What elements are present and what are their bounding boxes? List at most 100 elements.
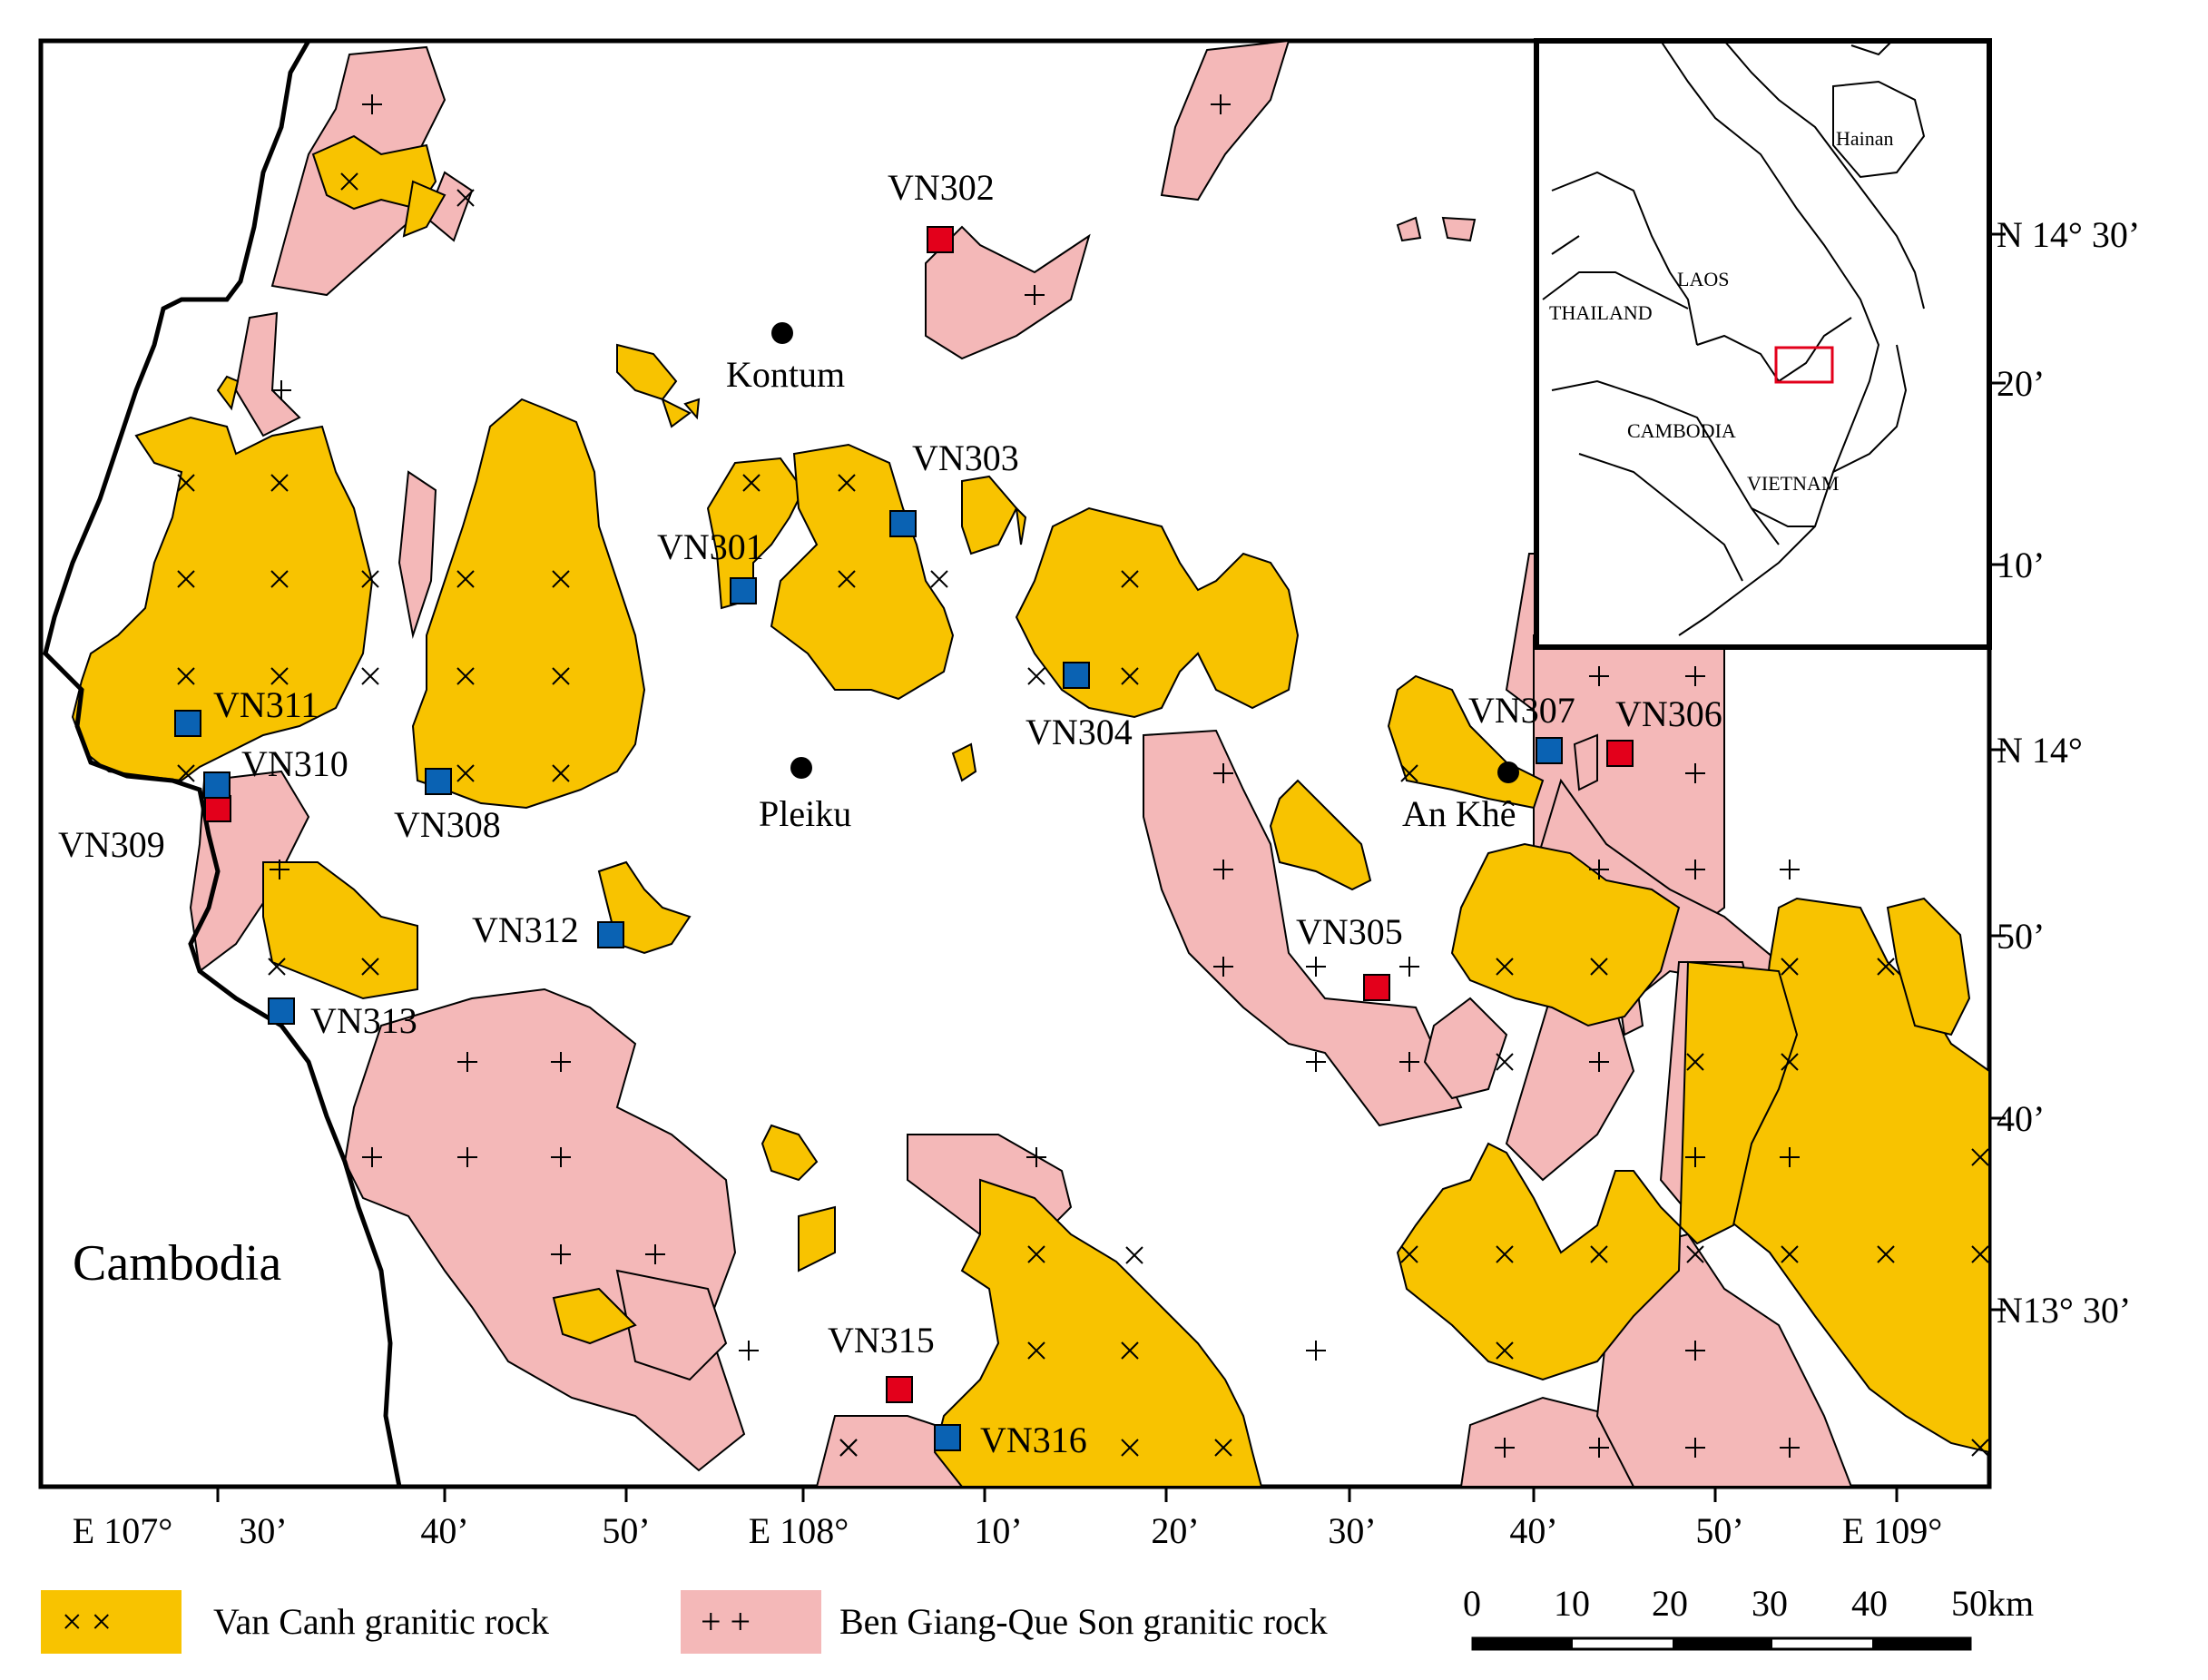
van-canh-symbol <box>268 958 286 976</box>
ben-giang-symbol <box>1589 1052 1609 1072</box>
legend-symbol-van-canh: × × <box>62 1601 112 1642</box>
inset-label-thailand: THAILAND <box>1549 301 1653 324</box>
lon-tick-label: 20’ <box>1151 1510 1199 1551</box>
sample-marker-vn302 <box>927 226 954 253</box>
ben-giang-symbol <box>457 1147 477 1167</box>
van-canh-symbol <box>1121 570 1139 588</box>
ben-giang-symbol <box>1399 957 1419 977</box>
van-canh-symbol <box>1590 958 1608 976</box>
lon-tick-label: 10’ <box>974 1510 1022 1551</box>
sample-markers: VN301 VN302 VN303 VN304 VN305 VN306 VN30… <box>58 167 1722 1460</box>
inset-map: Hainan THAILAND LAOS CAMBODIA VIETNAM <box>1534 38 1992 650</box>
lon-tick-label: E 107° <box>73 1510 172 1551</box>
van-canh-symbol <box>1590 1245 1608 1263</box>
town-marker-kontum <box>771 322 793 344</box>
van-canh-symbol <box>1125 1246 1143 1264</box>
ben-giang-symbol <box>739 1341 759 1361</box>
scale-label-40: 40 <box>1851 1583 1888 1624</box>
lon-tick-label: 30’ <box>1328 1510 1376 1551</box>
van-canh-symbol <box>1027 1245 1045 1263</box>
van-canh-symbol <box>1496 958 1514 976</box>
van-canh-symbol <box>340 172 358 191</box>
sample-marker-vn305 <box>1363 974 1390 1001</box>
van-canh-symbol <box>361 570 379 588</box>
sample-label-vn304: VN304 <box>1025 712 1133 752</box>
van-canh-symbol <box>1971 1439 1989 1457</box>
van-canh-symbol <box>270 570 289 588</box>
ben-giang-symbol <box>1685 666 1705 686</box>
van-canh-symbol <box>1496 1053 1514 1071</box>
ben-giang-symbol <box>1211 94 1231 114</box>
ben-giang-symbol <box>362 1147 382 1167</box>
van-canh-symbol <box>1121 1341 1139 1360</box>
sample-marker-vn304 <box>1063 662 1090 689</box>
ben-giang-symbol <box>1780 1147 1800 1167</box>
sample-marker-vn306 <box>1606 740 1634 767</box>
van-canh-symbol <box>1781 1053 1799 1071</box>
van-canh-symbol <box>1496 1245 1514 1263</box>
van-canh-symbol <box>1781 1245 1799 1263</box>
sample-label-vn312: VN312 <box>472 909 579 950</box>
scale-label-30: 30 <box>1752 1583 1788 1624</box>
van-canh-symbol <box>177 570 195 588</box>
town-label-an-khe: An Khê <box>1402 793 1516 834</box>
sample-marker-vn312 <box>597 921 624 948</box>
legend-symbol-ben-giang: + + <box>701 1601 751 1642</box>
ben-giang-symbol <box>1306 957 1326 977</box>
town-label-kontum: Kontum <box>726 354 845 395</box>
sample-label-vn305: VN305 <box>1296 911 1403 952</box>
ben-giang-symbol <box>1589 1438 1609 1458</box>
lat-tick-label: 10’ <box>1997 545 2045 585</box>
lat-tick-label: 50’ <box>1997 916 2045 957</box>
ben-giang-symbol <box>1306 1341 1326 1361</box>
lon-tick-label: 50’ <box>602 1510 650 1551</box>
ben-giang-symbol <box>1495 1438 1515 1458</box>
van-canh-symbol <box>1971 1245 1989 1263</box>
inset-study-area-box <box>1774 346 1834 384</box>
sample-label-vn303: VN303 <box>912 437 1019 478</box>
latitude-axis: N 14° 30’ 20’ 10’ N 14° 50’ 40’ N13° 30’ <box>1989 214 2140 1331</box>
ben-giang-symbol <box>551 1147 571 1167</box>
van-canh-symbol <box>1496 1341 1514 1360</box>
van-canh-symbol <box>838 570 856 588</box>
sample-label-vn315: VN315 <box>828 1320 935 1361</box>
van-canh-symbol <box>838 474 856 492</box>
van-canh-symbol <box>177 764 195 782</box>
lon-tick-label: 40’ <box>420 1510 468 1551</box>
van-canh-symbol <box>456 570 475 588</box>
van-canh-symbol <box>1686 1245 1704 1263</box>
sample-marker-vn313 <box>268 997 295 1025</box>
scale-label-10: 10 <box>1554 1583 1590 1624</box>
van-canh-symbol <box>456 667 475 685</box>
van-canh-symbol <box>456 189 475 207</box>
van-canh-symbol <box>1877 958 1895 976</box>
ben-giang-symbol <box>645 1244 665 1264</box>
lon-tick-label: E 109° <box>1842 1510 1942 1551</box>
ben-giang-symbol <box>1026 1147 1046 1167</box>
van-canh-symbol <box>1027 667 1045 685</box>
sample-label-vn309: VN309 <box>58 824 165 865</box>
town-marker-an-khe <box>1497 761 1519 783</box>
town-label-pleiku: Pleiku <box>759 793 851 834</box>
van-canh-symbol <box>177 667 195 685</box>
sample-marker-vn309 <box>204 795 231 822</box>
longitude-axis: E 107° 30’ 40’ 50’ E 108° 10’ 20’ 30’ 40’ 50’ E 10… <box>73 1487 1942 1551</box>
sample-marker-vn307 <box>1536 737 1563 764</box>
ben-giang-symbol <box>270 860 289 879</box>
scale-label-50km: 50km <box>1951 1583 2034 1624</box>
sample-label-vn302: VN302 <box>888 167 995 208</box>
ben-giang-symbol <box>457 1052 477 1072</box>
ben-giang-symbol <box>551 1244 571 1264</box>
van-canh-symbol <box>456 764 475 782</box>
sample-label-vn310: VN310 <box>241 743 348 784</box>
sample-marker-vn311 <box>174 710 201 737</box>
sample-label-vn316: VN316 <box>980 1420 1087 1460</box>
ben-giang-symbol <box>1399 1052 1419 1072</box>
ben-giang-symbol <box>1685 1438 1705 1458</box>
scale-bar: 0 10 20 30 40 50km <box>1463 1583 2034 1651</box>
ben-giang-symbol <box>551 1052 571 1072</box>
legend-label-ben-giang: Ben Giang-Que Son granitic rock <box>839 1601 1328 1642</box>
sample-marker-vn315 <box>886 1376 913 1403</box>
ben-giang-symbol <box>1589 860 1609 879</box>
